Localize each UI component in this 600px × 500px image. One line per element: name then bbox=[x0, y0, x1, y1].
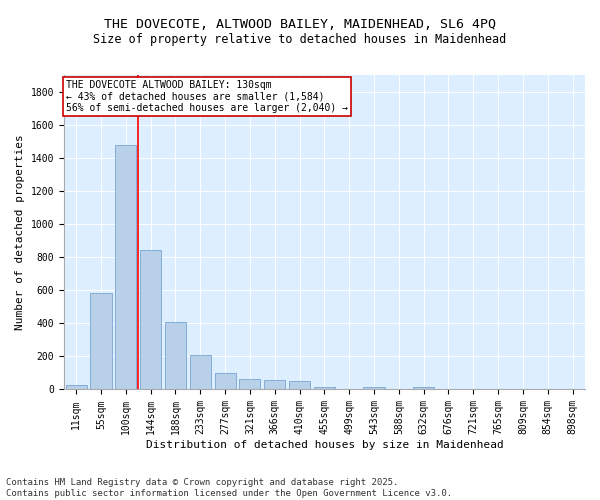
Bar bbox=[239, 378, 260, 390]
Bar bbox=[264, 380, 285, 390]
Bar bbox=[140, 250, 161, 390]
Bar bbox=[413, 387, 434, 390]
Bar bbox=[215, 373, 236, 390]
Bar bbox=[91, 294, 112, 390]
Text: THE DOVECOTE ALTWOOD BAILEY: 130sqm
← 43% of detached houses are smaller (1,584): THE DOVECOTE ALTWOOD BAILEY: 130sqm ← 43… bbox=[67, 80, 349, 113]
Bar bbox=[190, 354, 211, 390]
Bar bbox=[65, 385, 87, 390]
Text: THE DOVECOTE, ALTWOOD BAILEY, MAIDENHEAD, SL6 4PQ: THE DOVECOTE, ALTWOOD BAILEY, MAIDENHEAD… bbox=[104, 18, 496, 30]
Text: Size of property relative to detached houses in Maidenhead: Size of property relative to detached ho… bbox=[94, 32, 506, 46]
Bar bbox=[314, 387, 335, 390]
Bar bbox=[115, 144, 136, 390]
Bar bbox=[364, 387, 385, 390]
Y-axis label: Number of detached properties: Number of detached properties bbox=[15, 134, 25, 330]
X-axis label: Distribution of detached houses by size in Maidenhead: Distribution of detached houses by size … bbox=[146, 440, 503, 450]
Bar bbox=[165, 322, 186, 390]
Bar bbox=[289, 380, 310, 390]
Text: Contains HM Land Registry data © Crown copyright and database right 2025.
Contai: Contains HM Land Registry data © Crown c… bbox=[6, 478, 452, 498]
